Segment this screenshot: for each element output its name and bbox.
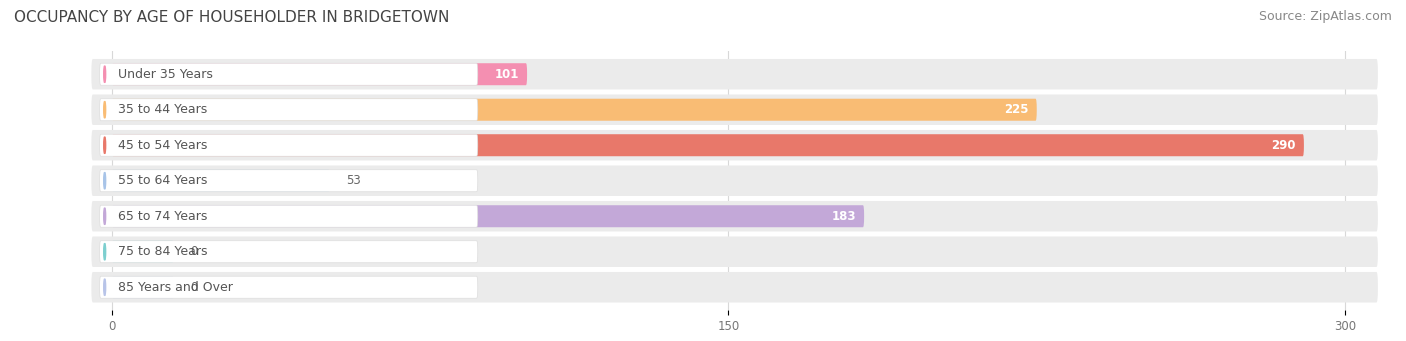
FancyBboxPatch shape <box>112 134 1303 156</box>
FancyBboxPatch shape <box>100 63 478 85</box>
Text: Source: ZipAtlas.com: Source: ZipAtlas.com <box>1258 10 1392 23</box>
FancyBboxPatch shape <box>91 201 1378 232</box>
Circle shape <box>104 137 105 153</box>
Circle shape <box>104 101 105 118</box>
FancyBboxPatch shape <box>100 241 478 263</box>
Text: 290: 290 <box>1271 139 1296 152</box>
FancyBboxPatch shape <box>112 205 865 227</box>
FancyBboxPatch shape <box>100 134 478 156</box>
Text: Under 35 Years: Under 35 Years <box>118 68 212 81</box>
Text: 0: 0 <box>190 281 197 294</box>
Text: OCCUPANCY BY AGE OF HOUSEHOLDER IN BRIDGETOWN: OCCUPANCY BY AGE OF HOUSEHOLDER IN BRIDG… <box>14 10 450 25</box>
Circle shape <box>104 243 105 260</box>
FancyBboxPatch shape <box>112 99 1036 121</box>
Text: 75 to 84 Years: 75 to 84 Years <box>118 245 208 258</box>
Circle shape <box>104 66 105 83</box>
Text: 0: 0 <box>190 245 197 258</box>
Text: 65 to 74 Years: 65 to 74 Years <box>118 210 207 223</box>
Text: 101: 101 <box>495 68 519 81</box>
Circle shape <box>104 279 105 296</box>
FancyBboxPatch shape <box>100 170 478 192</box>
Circle shape <box>104 208 105 225</box>
FancyBboxPatch shape <box>100 99 478 121</box>
FancyBboxPatch shape <box>112 241 173 263</box>
Text: 183: 183 <box>831 210 856 223</box>
Text: 225: 225 <box>1004 103 1029 116</box>
FancyBboxPatch shape <box>100 205 478 227</box>
Text: 45 to 54 Years: 45 to 54 Years <box>118 139 207 152</box>
FancyBboxPatch shape <box>91 130 1378 161</box>
FancyBboxPatch shape <box>91 236 1378 267</box>
Circle shape <box>104 172 105 189</box>
Text: 35 to 44 Years: 35 to 44 Years <box>118 103 207 116</box>
FancyBboxPatch shape <box>91 59 1378 89</box>
FancyBboxPatch shape <box>112 63 527 85</box>
FancyBboxPatch shape <box>91 165 1378 196</box>
Text: 53: 53 <box>346 174 361 187</box>
FancyBboxPatch shape <box>112 276 173 298</box>
FancyBboxPatch shape <box>91 272 1378 302</box>
Text: 55 to 64 Years: 55 to 64 Years <box>118 174 207 187</box>
FancyBboxPatch shape <box>112 170 330 192</box>
FancyBboxPatch shape <box>91 94 1378 125</box>
Text: 85 Years and Over: 85 Years and Over <box>118 281 233 294</box>
FancyBboxPatch shape <box>100 276 478 298</box>
